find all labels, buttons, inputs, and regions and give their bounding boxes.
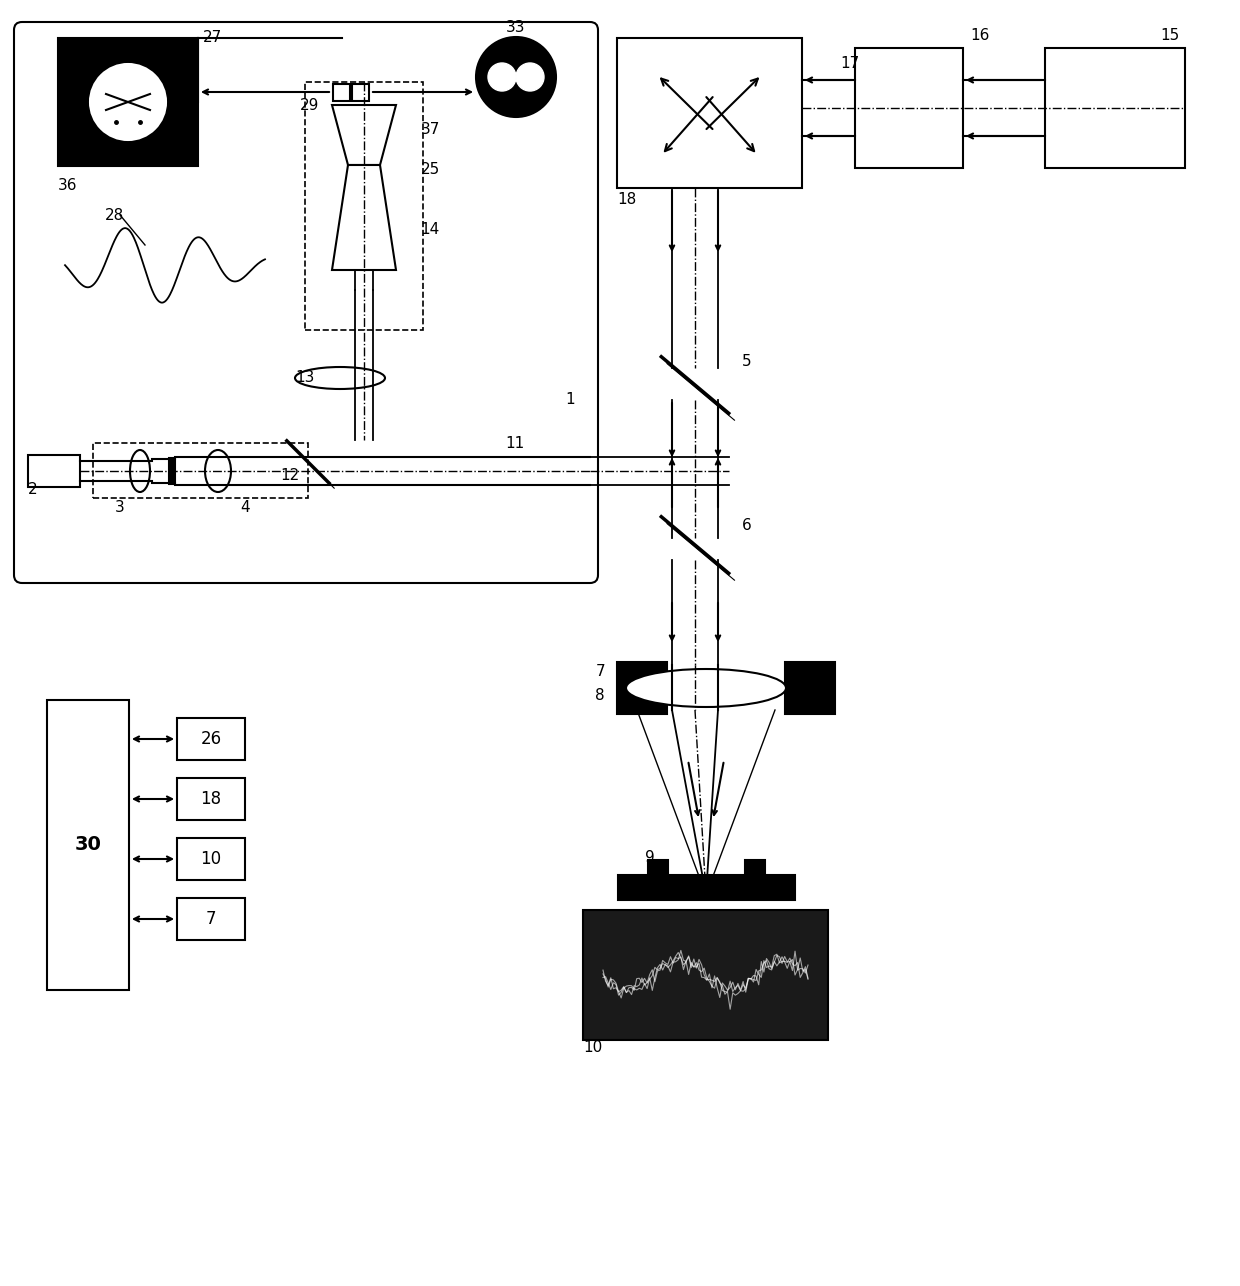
Bar (618, 662, 667, 714)
Polygon shape (618, 860, 795, 900)
Circle shape (489, 63, 516, 91)
Polygon shape (332, 105, 396, 165)
Text: 7: 7 (206, 910, 216, 928)
Circle shape (476, 37, 556, 117)
Text: 6: 6 (742, 517, 751, 532)
Text: 25: 25 (420, 162, 440, 177)
Bar (305, 82, 423, 331)
Bar (177, 838, 246, 880)
Circle shape (91, 64, 166, 140)
Bar (58, 39, 198, 166)
Text: 10: 10 (201, 850, 222, 868)
Text: 30: 30 (74, 836, 102, 854)
Text: 2: 2 (29, 482, 37, 498)
Bar (334, 84, 350, 102)
Text: 9: 9 (645, 850, 655, 865)
Bar (47, 700, 129, 990)
Text: 1: 1 (565, 392, 574, 408)
Text: 8: 8 (595, 688, 605, 702)
Bar (1045, 48, 1185, 168)
Text: 18: 18 (201, 790, 222, 808)
Text: 13: 13 (295, 370, 315, 386)
Bar (583, 910, 828, 1040)
Text: 37: 37 (420, 122, 440, 138)
Ellipse shape (295, 367, 384, 388)
Text: 17: 17 (839, 55, 859, 71)
Text: 3: 3 (115, 500, 125, 516)
Text: 11: 11 (505, 436, 525, 450)
Bar (93, 442, 308, 498)
Bar (177, 778, 246, 820)
Ellipse shape (626, 669, 786, 707)
Text: 4: 4 (241, 500, 249, 516)
Bar (29, 455, 81, 487)
Text: 36: 36 (58, 177, 77, 193)
Bar (785, 662, 835, 714)
Bar (856, 48, 963, 168)
Text: 12: 12 (280, 468, 299, 484)
Text: 10: 10 (583, 1040, 603, 1056)
Bar (177, 718, 246, 760)
Bar (618, 39, 802, 188)
Ellipse shape (205, 450, 231, 493)
Polygon shape (332, 165, 396, 270)
Text: 28: 28 (105, 207, 124, 222)
Text: 7: 7 (595, 665, 605, 679)
Bar (177, 898, 246, 940)
Text: 5: 5 (742, 355, 751, 369)
Text: 16: 16 (970, 27, 990, 42)
Bar (169, 458, 175, 484)
Circle shape (516, 63, 544, 91)
Text: 15: 15 (1159, 27, 1179, 42)
Text: 26: 26 (201, 730, 222, 748)
Text: 33: 33 (506, 21, 526, 36)
Bar (352, 84, 370, 102)
Text: 29: 29 (300, 98, 320, 112)
Ellipse shape (130, 450, 150, 493)
Text: 18: 18 (618, 193, 636, 207)
Text: 14: 14 (420, 222, 440, 238)
Text: 27: 27 (203, 31, 222, 45)
